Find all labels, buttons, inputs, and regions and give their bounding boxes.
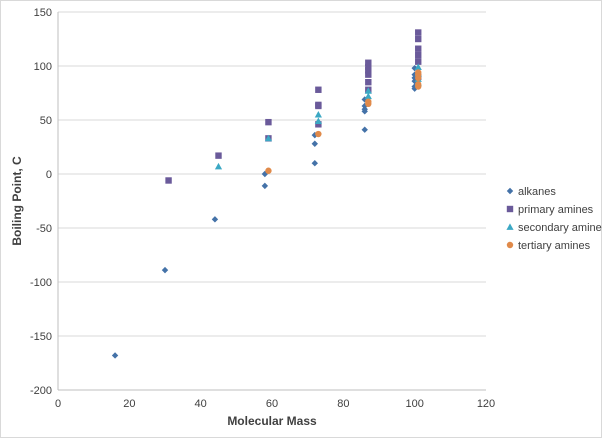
data-point-primary-amines	[365, 63, 372, 71]
legend-label: tertiary amines	[518, 240, 591, 252]
legend-label: alkanes	[518, 186, 556, 198]
legend-marker-secondary-amines	[506, 223, 514, 230]
data-point-primary-amines	[415, 45, 422, 52]
data-point-primary-amines	[415, 58, 422, 65]
legend: alkanes primary amines secondary amines ter…	[506, 186, 602, 252]
data-point-secondary-amines	[364, 87, 372, 94]
data-point-alkanes	[161, 266, 169, 274]
data-point-primary-amines	[315, 101, 322, 109]
x-tick-label: 100	[405, 398, 423, 410]
data-point-primary-amines	[365, 67, 372, 74]
data-point-alkanes	[311, 140, 318, 147]
data-point-tertiary-amines	[365, 98, 372, 105]
data-point-tertiary-amines	[415, 81, 422, 88]
data-point-alkanes	[111, 352, 119, 359]
data-point-primary-amines	[365, 59, 372, 66]
data-point-primary-amines	[365, 71, 372, 78]
data-point-primary-amines	[215, 152, 222, 159]
y-tick-label: -50	[36, 223, 52, 235]
data-point-secondary-amines	[214, 162, 223, 170]
data-point-tertiary-amines	[265, 167, 272, 174]
data-point-alkanes	[211, 216, 219, 223]
data-point-primary-amines	[415, 35, 422, 43]
y-tick-label: -200	[30, 385, 52, 397]
data-points	[111, 29, 422, 359]
y-tick-labels: 150 100 50 0 -50 -100 -150 -200	[30, 7, 52, 397]
data-point-tertiary-amines	[315, 130, 322, 138]
y-tick-label: 150	[34, 7, 52, 19]
data-point-primary-amines	[265, 118, 272, 126]
data-point-primary-amines	[315, 86, 322, 93]
x-tick-label: 20	[123, 398, 135, 410]
data-point-alkanes	[261, 170, 269, 178]
x-axis-title: Molecular Mass	[227, 414, 317, 428]
y-tick-label: 50	[40, 115, 52, 127]
data-point-primary-amines	[415, 29, 422, 36]
data-point-secondary-amines	[364, 92, 372, 100]
legend-marker-alkanes	[506, 187, 514, 195]
y-tick-label: 0	[46, 169, 52, 181]
data-point-primary-amines	[165, 177, 172, 184]
x-tick-label: 0	[55, 398, 61, 410]
legend-marker-tertiary-amines	[506, 241, 514, 249]
data-point-tertiary-amines	[415, 69, 422, 76]
data-point-primary-amines	[365, 79, 372, 86]
axes	[57, 12, 486, 391]
data-point-primary-amines	[415, 52, 422, 59]
legend-label: primary amines	[518, 204, 594, 216]
y-axis-title: Boiling Point, C	[10, 156, 24, 246]
x-tick-labels: 0 20 40 60 80 100 120	[55, 398, 495, 410]
x-tick-label: 120	[477, 398, 495, 410]
data-point-alkanes	[311, 160, 318, 167]
data-point-alkanes	[261, 182, 269, 190]
legend-marker-primary-amines	[506, 205, 514, 213]
data-point-secondary-amines	[414, 63, 422, 70]
grid-lines	[58, 11, 486, 391]
data-point-alkanes	[361, 126, 368, 133]
data-point-secondary-amines	[264, 134, 273, 142]
legend-label: secondary amines	[518, 222, 602, 234]
y-tick-label: -150	[30, 331, 52, 343]
data-point-secondary-amines	[314, 111, 322, 118]
data-point-primary-amines	[315, 121, 322, 128]
x-tick-label: 40	[195, 398, 207, 410]
y-tick-label: 100	[34, 61, 52, 73]
y-tick-label: -100	[30, 277, 52, 289]
x-tick-label: 60	[266, 398, 278, 410]
x-tick-label: 80	[337, 398, 349, 410]
data-point-secondary-amines	[314, 117, 322, 124]
data-point-alkanes	[361, 106, 368, 113]
